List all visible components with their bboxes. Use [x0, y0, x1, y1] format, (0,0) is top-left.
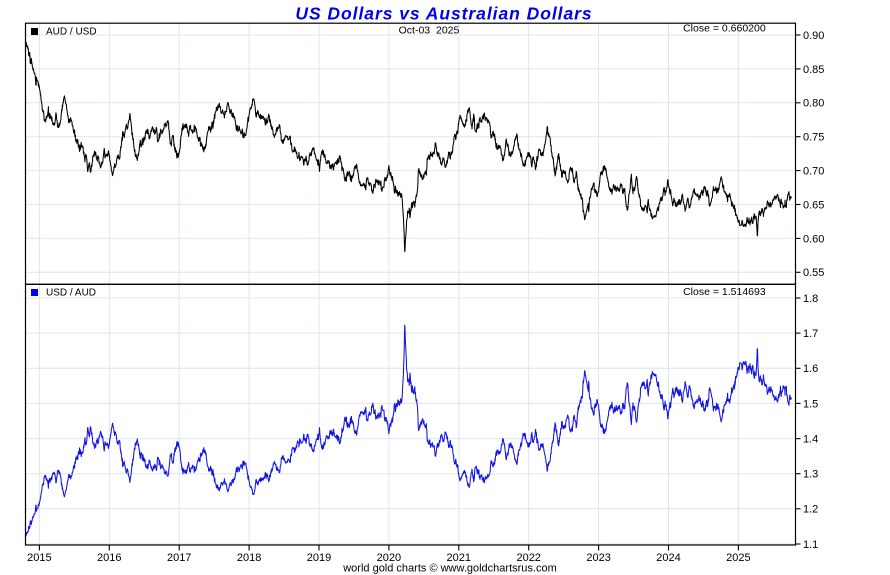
- svg-text:2018: 2018: [237, 552, 261, 564]
- svg-text:2021: 2021: [447, 552, 471, 564]
- svg-text:Close = 0.660200: Close = 0.660200: [683, 23, 766, 35]
- svg-text:1.4: 1.4: [803, 434, 818, 446]
- svg-text:0.65: 0.65: [803, 199, 824, 211]
- svg-text:2017: 2017: [167, 552, 191, 564]
- svg-text:Oct-03 2025: Oct-03 2025: [399, 24, 460, 36]
- svg-text:USD / AUD: USD / AUD: [46, 288, 96, 299]
- svg-text:1.8: 1.8: [803, 293, 818, 305]
- svg-text:1.1: 1.1: [803, 539, 818, 551]
- svg-text:2024: 2024: [656, 552, 680, 564]
- svg-text:0.55: 0.55: [803, 267, 824, 279]
- svg-text:1.6: 1.6: [803, 363, 818, 375]
- svg-text:1.3: 1.3: [803, 469, 818, 481]
- svg-text:2020: 2020: [377, 552, 401, 564]
- svg-text:0.80: 0.80: [803, 98, 824, 110]
- svg-text:Close = 1.514693: Close = 1.514693: [683, 286, 766, 298]
- svg-text:2022: 2022: [516, 552, 540, 564]
- svg-text:0.60: 0.60: [803, 233, 824, 245]
- svg-text:0.75: 0.75: [803, 132, 824, 144]
- svg-text:2023: 2023: [586, 552, 610, 564]
- svg-text:2019: 2019: [307, 552, 331, 564]
- svg-text:1.5: 1.5: [803, 398, 818, 410]
- svg-text:0.70: 0.70: [803, 166, 824, 178]
- svg-text:2025: 2025: [726, 552, 750, 564]
- svg-text:1.2: 1.2: [803, 504, 818, 516]
- svg-text:world gold charts © www.goldch: world gold charts © www.goldchartsrus.co…: [342, 562, 557, 574]
- svg-text:US Dollars vs Australian Dolla: US Dollars vs Australian Dollars: [295, 4, 592, 24]
- svg-text:2016: 2016: [97, 552, 121, 564]
- svg-text:1.7: 1.7: [803, 328, 818, 340]
- svg-text:0.90: 0.90: [803, 30, 824, 42]
- svg-text:2015: 2015: [27, 552, 51, 564]
- svg-text:AUD / USD: AUD / USD: [46, 27, 97, 38]
- svg-text:0.85: 0.85: [803, 64, 824, 76]
